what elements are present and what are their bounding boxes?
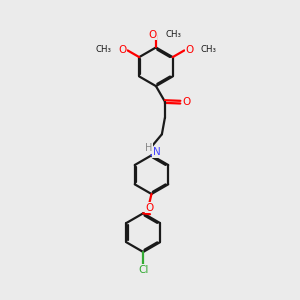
- Text: O: O: [146, 203, 154, 213]
- Text: CH₃: CH₃: [201, 45, 217, 54]
- Text: CH₃: CH₃: [166, 30, 182, 39]
- Text: O: O: [185, 45, 194, 55]
- Text: H: H: [145, 143, 152, 153]
- Text: O: O: [148, 30, 157, 40]
- Text: O: O: [183, 97, 191, 107]
- Text: Cl: Cl: [138, 265, 148, 275]
- Text: N: N: [153, 147, 160, 157]
- Text: CH₃: CH₃: [95, 45, 111, 54]
- Text: O: O: [118, 45, 126, 55]
